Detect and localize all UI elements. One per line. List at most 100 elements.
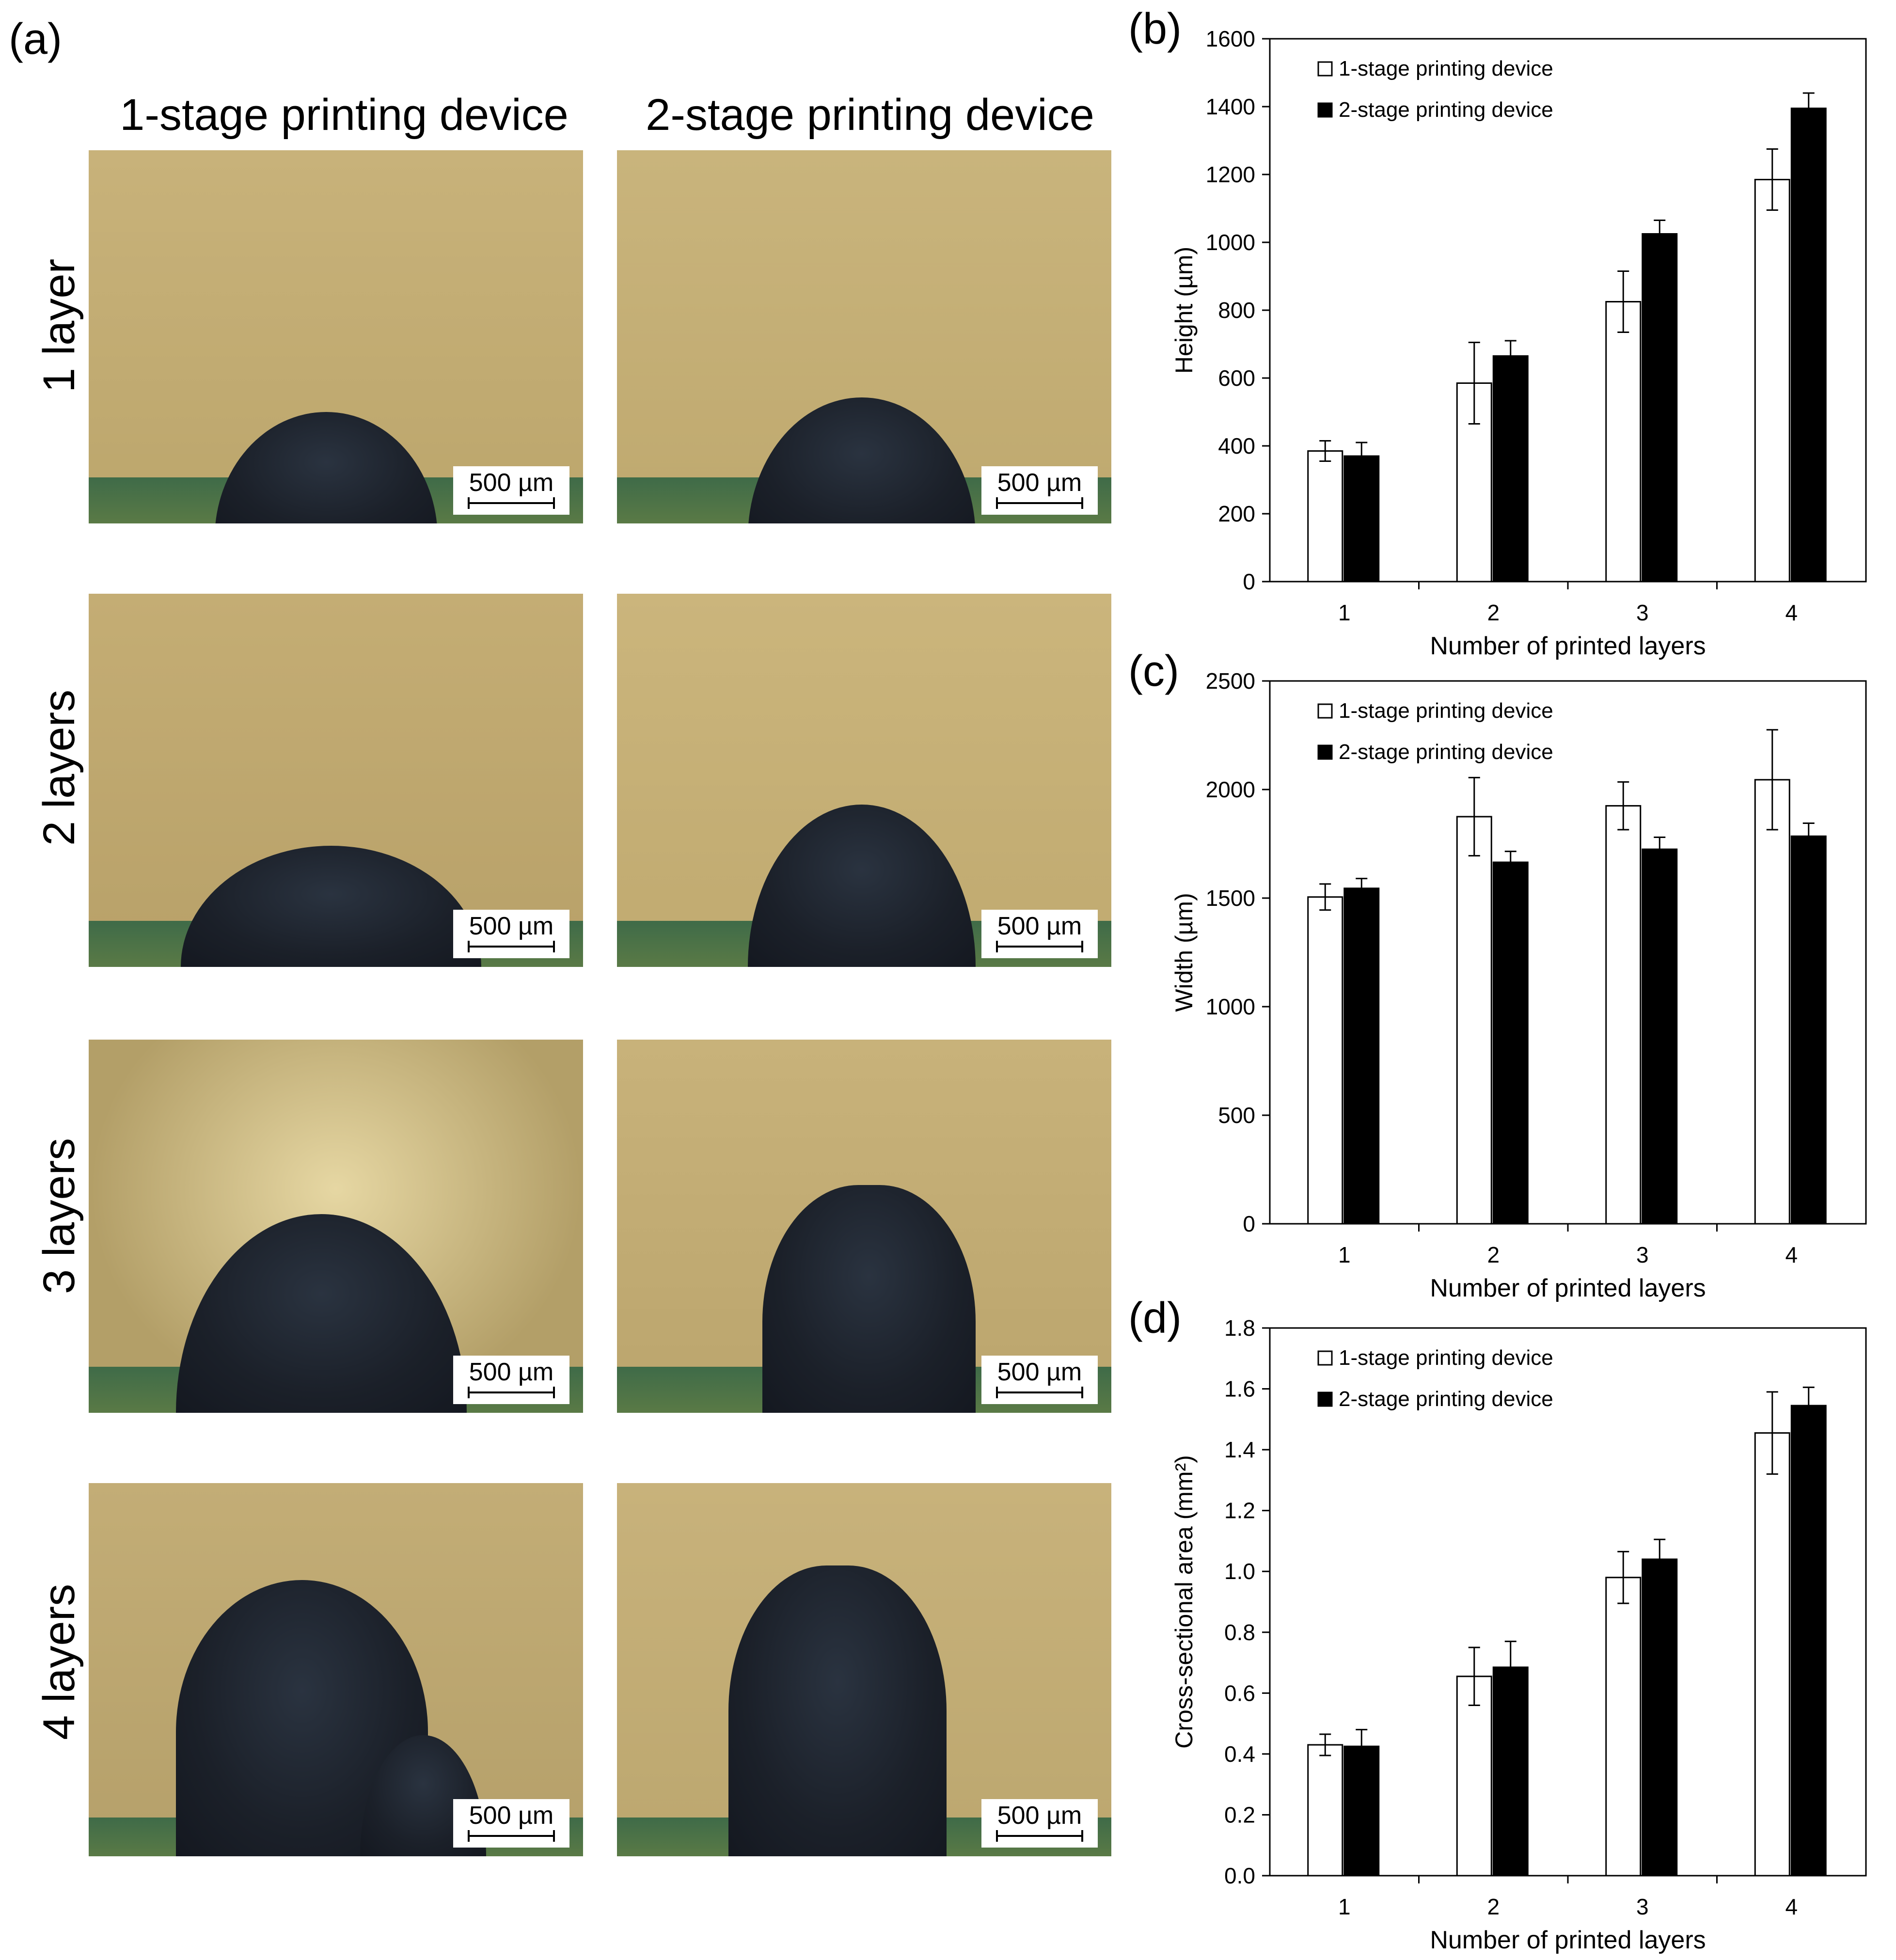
bar — [1343, 455, 1380, 583]
legend-label: 1-stage printing device — [1339, 57, 1553, 80]
chart-cross-sectional-area: (d) 0.0 0.2 0.4 0.6 0.8 1.0 1.2 1.4 1.6 1.8 Cross-s… — [1128, 1294, 1867, 1954]
bar — [1642, 1558, 1678, 1877]
x-tick-label: 4 — [1785, 600, 1798, 625]
y-tick-label: 1000 — [1206, 230, 1255, 255]
x-tick-label: 1 — [1338, 1894, 1351, 1919]
micrograph-1-stage-2-layers: 500 µm — [89, 594, 583, 967]
bar — [1754, 1432, 1790, 1877]
bar — [1642, 233, 1678, 583]
y-tick-label: 1400 — [1206, 94, 1255, 119]
x-axis-label: Number of printed layers — [1430, 632, 1706, 660]
y-tick-label: 0.0 — [1224, 1863, 1255, 1888]
bar — [1605, 301, 1642, 583]
legend-label: 2-stage printing device — [1339, 740, 1553, 764]
scale-bar: 500 µm — [981, 1356, 1098, 1404]
bar — [1605, 1577, 1642, 1877]
y-tick-label: 1.4 — [1224, 1437, 1255, 1462]
bar — [1343, 887, 1380, 1225]
y-tick-label: 0.6 — [1224, 1680, 1255, 1706]
bar — [1492, 1666, 1529, 1877]
y-tick-label: 1600 — [1206, 26, 1255, 51]
x-tick-label: 3 — [1636, 1894, 1649, 1919]
bar — [1754, 779, 1790, 1225]
row-header-1-layer: 1 layer — [34, 258, 84, 393]
bar — [1307, 896, 1343, 1225]
column-header-2-stage: 2-stage printing device — [646, 90, 1094, 140]
micrograph-2-stage-2-layers: 500 µm — [617, 594, 1111, 967]
panel-label: (d) — [1128, 1294, 1182, 1343]
y-tick-label: 0.2 — [1224, 1802, 1255, 1827]
x-tick-label: 1 — [1338, 1242, 1351, 1267]
x-axis-label: Number of printed layers — [1430, 1274, 1706, 1302]
micrograph-1-stage-4-layers: 500 µm — [89, 1483, 583, 1856]
micrograph-2-stage-4-layers: 500 µm — [617, 1483, 1111, 1856]
y-tick-label: 0.8 — [1224, 1620, 1255, 1645]
scale-bar: 500 µm — [453, 1799, 569, 1848]
y-tick-label: 1.6 — [1224, 1376, 1255, 1402]
bar — [1790, 835, 1827, 1225]
legend-swatch — [1317, 1350, 1333, 1366]
row-header-4-layers: 4 layers — [34, 1583, 84, 1740]
bar — [1456, 816, 1492, 1225]
y-axis-label: Cross-sectional area (mm²) — [1170, 1455, 1198, 1749]
x-tick-label: 2 — [1487, 1894, 1500, 1919]
bar — [1492, 355, 1529, 583]
row-header-3-layers: 3 layers — [34, 1138, 84, 1294]
panel-label: (b) — [1128, 5, 1182, 53]
bar — [1790, 108, 1827, 583]
x-tick-label: 2 — [1487, 1242, 1500, 1267]
y-tick-label: 1.0 — [1224, 1559, 1255, 1584]
y-axis-label: Width (µm) — [1170, 893, 1198, 1012]
micrograph-1-stage-1-layer: 500 µm — [89, 150, 583, 523]
bar — [1492, 861, 1529, 1225]
bar — [1307, 450, 1343, 583]
legend-label: 1-stage printing device — [1339, 1346, 1553, 1370]
legend-label: 2-stage printing device — [1339, 98, 1553, 122]
scale-bar: 500 µm — [981, 910, 1098, 958]
bar — [1642, 848, 1678, 1225]
y-tick-label: 1200 — [1206, 162, 1255, 187]
y-tick-label: 1.2 — [1224, 1498, 1255, 1523]
y-tick-label: 1500 — [1206, 885, 1255, 911]
bar — [1754, 179, 1790, 583]
scale-bar: 500 µm — [981, 1799, 1098, 1848]
bar — [1307, 1744, 1343, 1877]
micrograph-1-stage-3-layers: 500 µm — [89, 1040, 583, 1413]
y-tick-label: 2500 — [1206, 668, 1255, 694]
panel-a-label: (a) — [9, 15, 62, 63]
scale-bar: 500 µm — [981, 466, 1098, 515]
y-tick-label: 600 — [1218, 365, 1255, 391]
legend-label: 1-stage printing device — [1339, 699, 1553, 723]
bar — [1790, 1405, 1827, 1877]
bar — [1343, 1745, 1380, 1877]
x-tick-label: 3 — [1636, 600, 1649, 625]
legend-swatch — [1317, 703, 1333, 719]
y-tick-label: 1.8 — [1224, 1315, 1255, 1341]
y-tick-label: 0.4 — [1224, 1741, 1255, 1767]
micrograph-2-stage-3-layers: 500 µm — [617, 1040, 1111, 1413]
x-tick-label: 3 — [1636, 1242, 1649, 1267]
x-tick-label: 2 — [1487, 600, 1500, 625]
bar — [1456, 1675, 1492, 1877]
micrograph-2-stage-1-layer: 500 µm — [617, 150, 1111, 523]
y-tick-label: 2000 — [1206, 777, 1255, 802]
y-tick-label: 500 — [1218, 1103, 1255, 1128]
y-tick-label: 0 — [1243, 569, 1255, 594]
y-tick-label: 0 — [1243, 1211, 1255, 1236]
x-tick-label: 4 — [1785, 1242, 1798, 1267]
legend-swatch — [1317, 61, 1333, 77]
column-header-1-stage: 1-stage printing device — [120, 90, 569, 140]
legend-swatch — [1317, 102, 1333, 118]
row-header-2-layers: 2 layers — [34, 689, 84, 846]
scale-bar: 500 µm — [453, 466, 569, 515]
y-tick-label: 400 — [1218, 433, 1255, 458]
chart-height: (b) 0 200 400 600 800 1000 1200 1400 1600 Height (… — [1128, 5, 1867, 660]
y-tick-label: 200 — [1218, 501, 1255, 526]
x-tick-label: 1 — [1338, 600, 1351, 625]
x-axis-label: Number of printed layers — [1430, 1926, 1706, 1954]
chart-width: (c) 0 500 1000 1500 2000 2500 Width (µm) 1 2 3 4 Num… — [1128, 647, 1867, 1302]
y-axis-label: Height (µm) — [1170, 247, 1198, 374]
legend-swatch — [1317, 744, 1333, 760]
y-tick-label: 800 — [1218, 298, 1255, 323]
legend-swatch — [1317, 1391, 1333, 1407]
